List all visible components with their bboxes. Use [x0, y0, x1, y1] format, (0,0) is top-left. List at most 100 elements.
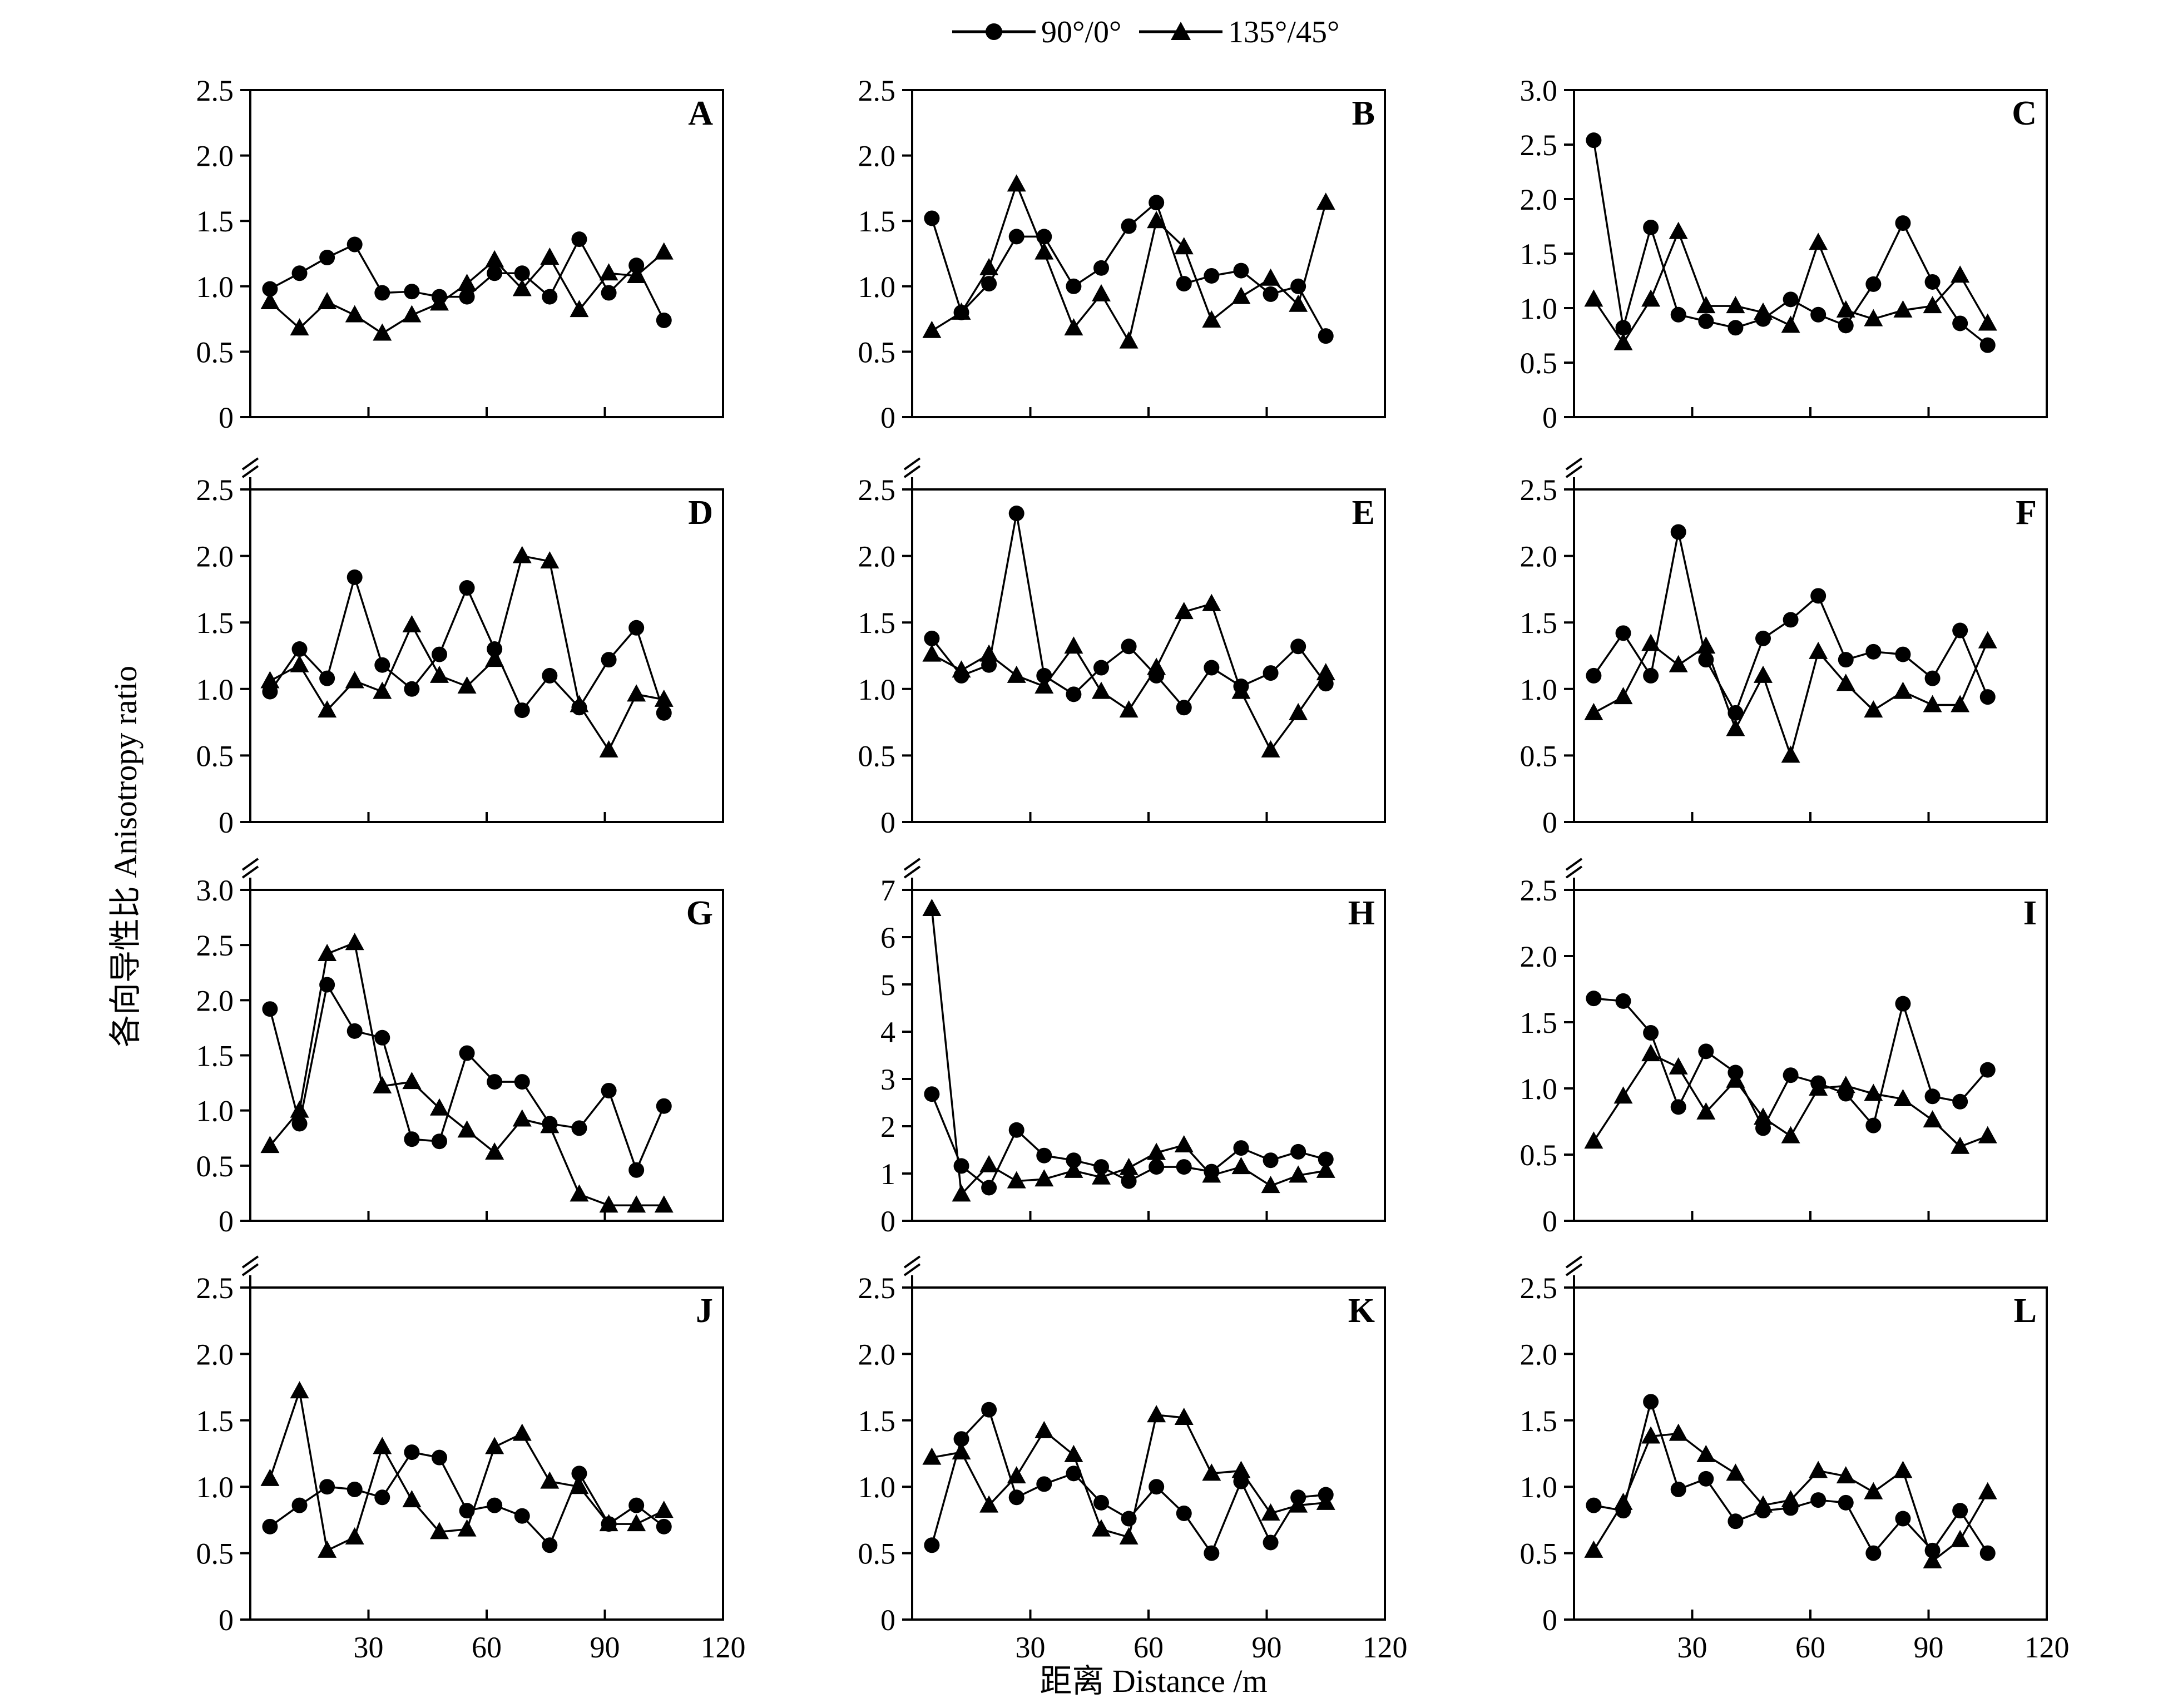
y-tick-label: 5: [880, 968, 895, 1002]
data-point-circle: [1895, 996, 1911, 1012]
data-point-circle: [404, 681, 420, 697]
data-point-circle: [1643, 1025, 1659, 1041]
y-tick-label: 1.5: [1520, 1404, 1558, 1438]
panel-letter: E: [1352, 494, 1375, 532]
panel-letter: F: [2016, 494, 2037, 532]
data-point-triangle: [1978, 1126, 1997, 1143]
data-point-triangle: [345, 671, 364, 689]
data-point-triangle: [1893, 1089, 1913, 1107]
panel-letter: C: [2012, 95, 2037, 132]
data-point-triangle: [290, 1100, 309, 1118]
data-point-triangle: [430, 1098, 449, 1116]
x-tick-label: 90: [1252, 1631, 1282, 1664]
y-tick-label: 0.5: [858, 1537, 896, 1571]
data-point-triangle: [345, 933, 364, 950]
data-point-triangle: [1092, 681, 1111, 699]
data-point-circle: [1865, 643, 1882, 660]
data-point-triangle: [1613, 1086, 1633, 1104]
data-point-triangle: [1261, 1503, 1280, 1521]
legend-label-90-0: 90°/0°: [1041, 15, 1121, 49]
data-point-triangle: [1781, 315, 1800, 333]
panel-letter: A: [688, 95, 713, 132]
y-tick-label: 4: [880, 1016, 895, 1049]
data-point-circle: [1895, 215, 1911, 231]
data-point-triangle: [402, 305, 422, 323]
data-point-triangle: [345, 305, 364, 323]
data-point-triangle: [290, 655, 309, 672]
y-tick-label: 1.5: [196, 205, 234, 238]
data-point-triangle: [1092, 1167, 1111, 1185]
y-tick-label: 2.5: [858, 473, 896, 507]
data-point-triangle: [1809, 1461, 1828, 1478]
triangle-marker-icon: [1171, 22, 1191, 40]
data-point-circle: [1670, 1481, 1686, 1497]
y-tick-label: 1.0: [1520, 1072, 1558, 1106]
axis-break-mark: [1565, 1263, 1583, 1276]
y-tick-label: 2.0: [196, 1338, 234, 1371]
data-point-triangle: [290, 318, 309, 336]
data-point-triangle: [485, 250, 504, 268]
y-tick-label: 0.5: [858, 739, 896, 773]
data-point-triangle: [1064, 1444, 1083, 1462]
data-point-triangle: [1316, 1492, 1335, 1510]
x-tick-label: 90: [590, 1631, 620, 1664]
data-point-triangle: [1978, 313, 1997, 331]
data-point-triangle: [1007, 665, 1026, 683]
data-point-triangle: [1754, 302, 1773, 320]
data-point-circle: [1121, 218, 1137, 234]
data-point-triangle: [1754, 665, 1773, 683]
data-point-circle: [319, 250, 335, 266]
data-point-circle: [1895, 1511, 1911, 1527]
data-point-triangle: [1613, 687, 1633, 705]
data-point-circle: [347, 569, 363, 585]
data-point-circle: [1670, 1099, 1686, 1115]
data-point-circle: [319, 1479, 335, 1495]
data-point-circle: [542, 1537, 558, 1553]
data-point-circle: [1066, 686, 1082, 702]
y-tick-label: 1.5: [858, 1404, 896, 1438]
data-point-circle: [404, 1444, 420, 1461]
y-tick-label: 2.5: [196, 473, 234, 507]
y-tick-label: 0: [219, 806, 234, 839]
data-point-triangle: [540, 1471, 560, 1489]
panel-K: 0 0.5 1.0 1.5 2.0 2.5 30 60 90 120 K: [858, 1255, 1408, 1664]
y-tick-label: 0: [880, 1205, 895, 1238]
data-point-triangle: [1261, 740, 1280, 758]
panel-D: 0 0.5 1.0 1.5 2.0 2.5 D: [196, 457, 724, 839]
data-point-triangle: [1696, 1444, 1716, 1462]
data-point-triangle: [1119, 700, 1139, 718]
y-tick-label: 0.5: [196, 739, 234, 773]
panel-H: 0 1 2 3 4 5 6 7 H: [880, 858, 1386, 1238]
data-point-triangle: [373, 1076, 392, 1094]
data-point-circle: [601, 652, 617, 668]
data-point-triangle: [1289, 702, 1308, 720]
panel-E: 0 0.5 1.0 1.5 2.0 2.5 E: [858, 457, 1386, 839]
y-tick-label: 3.0: [1520, 74, 1558, 107]
data-point-circle: [487, 265, 503, 281]
y-tick-label: 1.5: [196, 1039, 234, 1073]
data-point-circle: [628, 620, 645, 636]
panels: 0 0.5 1.0 1.5 2.0 2.5 A 0 0.5 1.0 1.5 2.0 2.5 B 0 0.5 1.…: [196, 74, 2070, 1664]
data-point-circle: [1728, 320, 1744, 336]
data-point-circle: [601, 1082, 617, 1098]
data-point-circle: [1783, 291, 1799, 308]
data-point-circle: [1952, 1503, 1968, 1519]
data-point-circle: [404, 284, 420, 300]
data-point-circle: [1149, 1159, 1165, 1175]
legend-item-circle: 90°/0°: [952, 15, 1121, 49]
y-tick-label: 1.5: [1520, 606, 1558, 640]
panel-letter: K: [1348, 1292, 1375, 1330]
data-point-triangle: [1174, 1135, 1194, 1152]
y-tick-label: 2: [880, 1110, 895, 1143]
data-point-triangle: [457, 676, 477, 694]
data-point-triangle: [457, 274, 477, 291]
data-point-circle: [953, 1431, 969, 1447]
data-point-triangle: [1007, 1466, 1026, 1484]
data-point-circle: [1698, 313, 1714, 329]
data-point-triangle: [654, 1501, 674, 1518]
data-point-triangle: [1781, 745, 1800, 763]
data-point-circle: [374, 657, 390, 673]
panel-G: 0 0.5 1.0 1.5 2.0 2.5 3.0 G: [196, 858, 724, 1238]
data-point-circle: [1783, 612, 1799, 628]
data-point-circle: [1008, 1122, 1024, 1138]
